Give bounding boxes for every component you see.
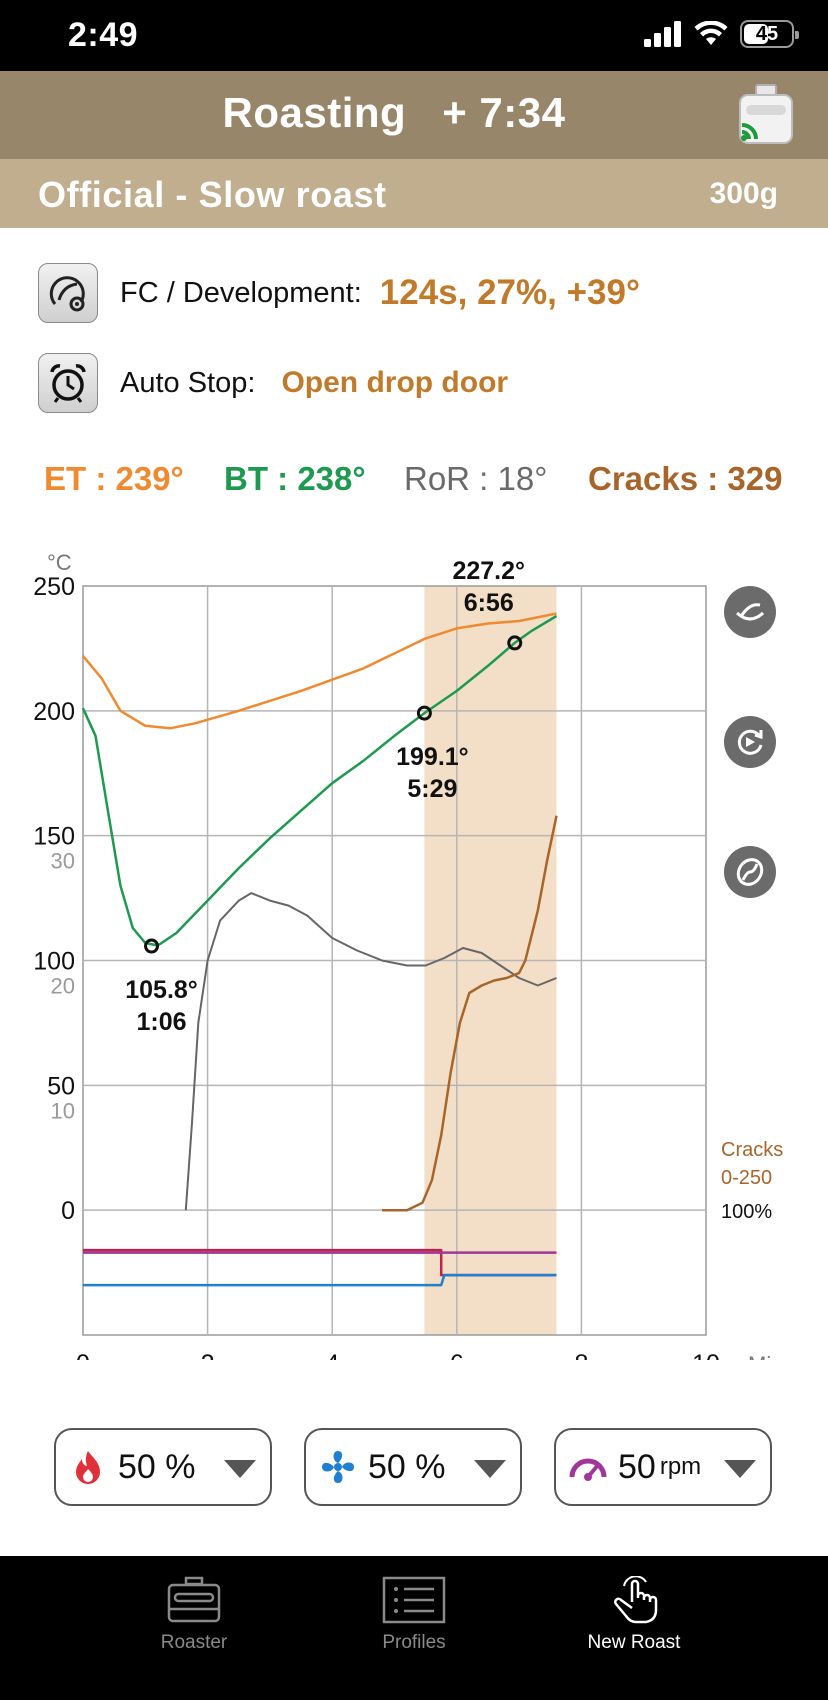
fc-development-row: FC / Development: 124s, 27%, +39° bbox=[38, 262, 640, 324]
chevron-down-icon bbox=[724, 1460, 756, 1478]
batch-weight: 300g bbox=[709, 177, 778, 210]
cracks-scale-range: 0-250 bbox=[721, 1167, 772, 1189]
y-unit-label: °C bbox=[47, 550, 72, 575]
cracks-scale-label: Cracks bbox=[721, 1139, 783, 1161]
event-marker-time: 5:29 bbox=[407, 775, 457, 803]
cracks-reading: Cracks : 329 bbox=[588, 460, 783, 497]
auto-stop-value[interactable]: Open drop door bbox=[281, 366, 509, 399]
percent-scale-label: 100% bbox=[721, 1201, 772, 1223]
title-bar: Roasting + 7:34 bbox=[0, 71, 828, 159]
cracks-series-line bbox=[382, 815, 558, 1212]
wifi-icon bbox=[694, 21, 728, 45]
page-title: Roasting + 7:34 bbox=[0, 89, 828, 137]
tab-new-roast-label: New Roast bbox=[587, 1632, 681, 1653]
x-tick-label: 0 bbox=[76, 1350, 90, 1360]
battery-icon: 45 bbox=[740, 20, 799, 48]
et-reading: ET : 239° bbox=[44, 460, 184, 497]
roast-controls: 50 % 50 % 50 rpm bbox=[0, 1428, 828, 1508]
x-unit-label: Min. bbox=[748, 1352, 790, 1360]
bt-series-line bbox=[81, 614, 558, 947]
cellular-signal-icon bbox=[644, 21, 681, 47]
event-marker bbox=[144, 938, 160, 954]
y-tick-label: 250 bbox=[33, 573, 75, 601]
chevron-down-icon bbox=[224, 1460, 256, 1478]
ror-reading: RoR : 18° bbox=[404, 460, 548, 497]
x-tick-label: 6 bbox=[450, 1350, 464, 1360]
tab-roaster[interactable]: Roaster bbox=[84, 1576, 304, 1686]
tab-bar: Roaster Profiles New Roast bbox=[0, 1556, 828, 1700]
fan-series-line bbox=[83, 1273, 557, 1287]
event-marker bbox=[507, 635, 523, 651]
fc-development-value: 124s, 27%, +39° bbox=[379, 273, 640, 312]
event-marker-temp: 199.1° bbox=[396, 743, 469, 771]
x-tick-label: 10 bbox=[692, 1350, 720, 1360]
tab-profiles-label: Profiles bbox=[382, 1632, 446, 1653]
x-tick-label: 4 bbox=[325, 1350, 339, 1360]
event-marker bbox=[416, 705, 432, 721]
fc-development-label: FC / Development: bbox=[120, 276, 362, 309]
coffee-bean-icon bbox=[736, 858, 764, 886]
drum-speed-value: 50 bbox=[618, 1447, 656, 1486]
fan-speed-value: 50 % bbox=[368, 1447, 446, 1486]
profile-bar: Official - Slow roast 300g bbox=[0, 159, 828, 228]
ror-tick-label: 10 bbox=[51, 1098, 75, 1123]
status-bar: 2:49 45 bbox=[0, 0, 828, 71]
ror-series-line bbox=[184, 892, 557, 1211]
auto-stop-label: Auto Stop: bbox=[120, 366, 256, 399]
y-tick-label: 200 bbox=[33, 698, 75, 726]
roaster-connected-icon bbox=[739, 84, 793, 144]
battery-level: 45 bbox=[755, 22, 779, 45]
status-icons: 45 bbox=[644, 20, 799, 48]
bt-reading: BT : 238° bbox=[224, 460, 366, 497]
flame-icon bbox=[76, 1451, 100, 1484]
cooling-cycle-button[interactable] bbox=[724, 716, 776, 768]
event-marker-temp: 227.2° bbox=[452, 557, 525, 585]
profile-name: Official - Slow roast bbox=[38, 174, 387, 215]
x-tick-label: 2 bbox=[201, 1350, 215, 1360]
ror-tick-label: 30 bbox=[51, 849, 75, 874]
y-tick-label: 0 bbox=[61, 1197, 75, 1225]
elapsed-time: + 7:34 bbox=[442, 89, 566, 136]
tab-profiles[interactable]: Profiles bbox=[304, 1576, 524, 1686]
et-series-line bbox=[82, 612, 557, 730]
chevron-down-icon bbox=[474, 1460, 506, 1478]
alarm-clock-icon bbox=[38, 353, 98, 413]
tab-roaster-label: Roaster bbox=[160, 1632, 228, 1653]
drum-speed-dropdown[interactable]: 50 rpm bbox=[554, 1428, 772, 1506]
fan-icon bbox=[322, 1451, 354, 1483]
roast-chart: 250 200 150 100 50 0 30 20 10 °C 0 2 4 6 8 10 Min. Cracks… bbox=[33, 550, 790, 1360]
ror-tick-label: 20 bbox=[51, 974, 75, 999]
status-time: 2:49 bbox=[68, 16, 139, 54]
roasting-title: Roasting bbox=[222, 89, 407, 136]
add-event-button[interactable] bbox=[724, 586, 776, 638]
hand-pointer-icon bbox=[614, 1576, 658, 1624]
roaster-icon bbox=[167, 1576, 221, 1623]
y-tick-label: 100 bbox=[33, 948, 75, 976]
list-icon bbox=[382, 1576, 446, 1624]
y-tick-label: 50 bbox=[47, 1072, 75, 1100]
y-tick-label: 150 bbox=[33, 823, 75, 851]
development-gauge-icon bbox=[38, 263, 98, 323]
rotate-cycle-icon bbox=[737, 729, 763, 755]
fan-speed-dropdown[interactable]: 50 % bbox=[304, 1428, 522, 1506]
heat-power-dropdown[interactable]: 50 % bbox=[54, 1428, 272, 1506]
drum-speed-unit: rpm bbox=[659, 1453, 702, 1480]
event-marker-time: 1:06 bbox=[137, 1008, 187, 1036]
event-marker-time: 6:56 bbox=[464, 589, 514, 617]
connected-roaster-button[interactable] bbox=[734, 83, 798, 147]
x-tick-label: 8 bbox=[574, 1350, 588, 1360]
tab-new-roast[interactable]: New Roast bbox=[524, 1576, 744, 1686]
heat-power-value: 50 % bbox=[118, 1447, 196, 1486]
speedometer-icon bbox=[569, 1458, 607, 1481]
event-marker-temp: 105.8° bbox=[125, 976, 198, 1004]
first-crack-button[interactable] bbox=[724, 846, 776, 898]
auto-stop-row[interactable]: Auto Stop: Open drop door bbox=[38, 352, 508, 414]
bean-tray-icon bbox=[735, 603, 765, 621]
live-readings: ET : 239° BT : 238° RoR : 18° Cracks : 3… bbox=[0, 460, 828, 506]
